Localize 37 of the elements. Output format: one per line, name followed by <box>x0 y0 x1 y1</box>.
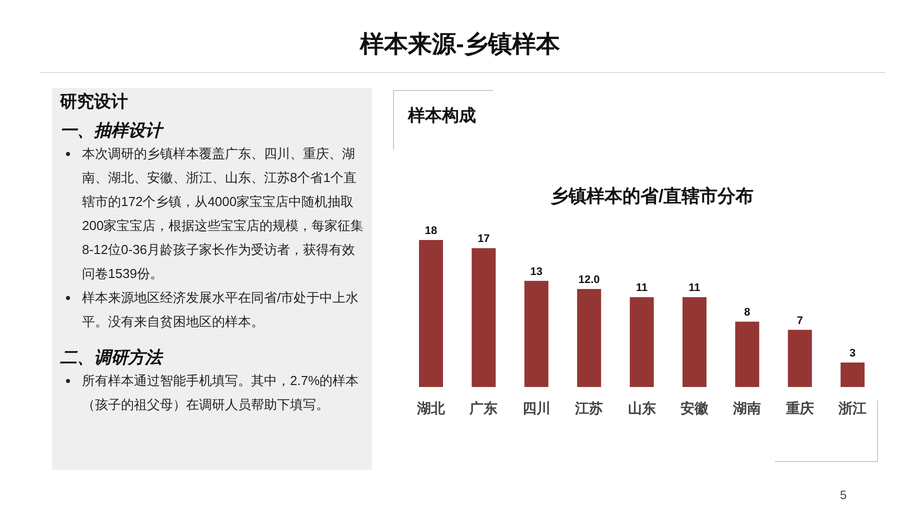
bar <box>472 248 496 387</box>
data-label: 11 <box>636 282 648 294</box>
text: 所有样本通过智能手机填写。其中，2.7%的样本（孩子的祖父母）在调研人员帮助下填写。 <box>60 369 366 417</box>
x-tick-label: 湖北 <box>416 400 446 416</box>
text: 本次调研的乡镇样本覆盖广东、四川、重庆、湖南、湖北、安徽、浙江、山东、江苏8个省1个直辖市的172个乡镇，从4000家宝宝店中随机抽取200家宝宝店，根据这些宝宝店的规模，每家征集8-12位0-36月龄孩子家长作为受访者，获得有效问卷1539份。 <box>60 142 366 286</box>
text: 样本来源地区经济发展水平在同省/市处于中上水平。没有来自贫困地区的样本。 <box>60 286 366 334</box>
x-tick-label: 广东 <box>468 400 498 416</box>
data-label: 11 <box>688 282 700 294</box>
data-label: 17 <box>478 233 490 246</box>
data-label: 18 <box>424 225 438 237</box>
x-tick-label: 湖南 <box>732 400 762 416</box>
x-tick-label: 四川 <box>522 400 550 416</box>
bar <box>419 240 443 387</box>
bar <box>524 280 548 387</box>
text: 一、抽样设计 <box>60 120 165 142</box>
text: 样本来源-乡镇样本 <box>358 30 561 60</box>
x-tick-label: 安徽 <box>680 400 710 416</box>
bar <box>577 289 602 387</box>
bar <box>682 297 706 387</box>
text: 研究设计 <box>60 91 129 113</box>
bar <box>788 330 812 387</box>
data-label: 13 <box>530 266 543 278</box>
x-tick-label: 山东 <box>628 400 656 416</box>
text: 样本构成 <box>408 105 476 127</box>
data-label: 3 <box>850 348 856 360</box>
text: 二、调研方法 <box>60 347 164 369</box>
data-label: 8 <box>744 306 750 319</box>
bar <box>735 322 760 387</box>
bar <box>630 297 654 387</box>
x-tick-label: 重庆 <box>784 400 814 416</box>
data-label: 7 <box>796 314 803 327</box>
data-label: 12.0 <box>578 274 600 286</box>
chart-title: 乡镇样本的省/直辖市分布 <box>550 186 754 206</box>
bar <box>840 362 865 387</box>
x-tick-label: 浙江 <box>838 400 867 416</box>
x-tick-label: 江苏 <box>574 400 604 416</box>
text: 5 <box>840 488 847 502</box>
